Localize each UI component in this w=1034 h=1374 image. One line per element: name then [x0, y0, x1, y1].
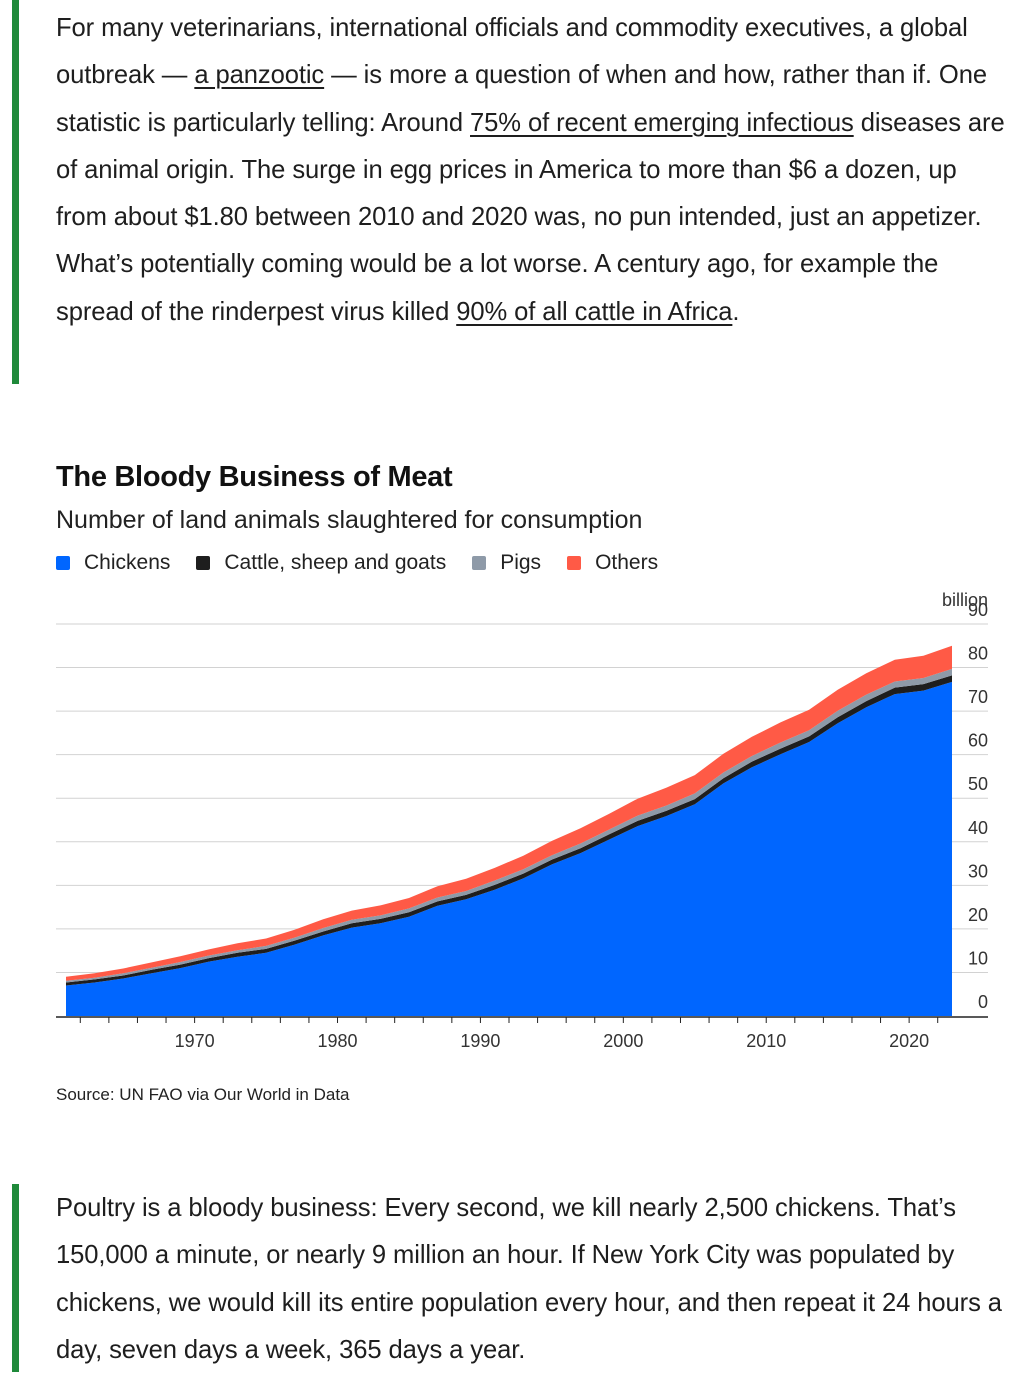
y-tick-label: 60 — [968, 731, 988, 751]
article-block-2: Poultry is a bloody business: Every seco… — [12, 1184, 1022, 1372]
paragraph-text: diseases are of animal origin. The surge… — [56, 108, 1005, 326]
y-tick-label: 40 — [968, 818, 988, 838]
paragraph-text: For many veterinarians, international of… — [56, 14, 968, 90]
y-tick-label: 50 — [968, 774, 988, 794]
area-series — [66, 645, 952, 1016]
y-tick-label: 70 — [968, 687, 988, 707]
legend-label: Pigs — [500, 551, 542, 574]
legend-item-others: Others — [567, 551, 658, 575]
x-tick-label: 2020 — [889, 1031, 929, 1051]
quote-accent-bar — [12, 0, 19, 384]
legend-item-chickens: Chickens — [56, 551, 170, 575]
paragraph-text: . — [732, 297, 740, 326]
article-block-1: For many veterinarians, international of… — [12, 0, 1022, 384]
legend-label: Cattle, sheep and goats — [224, 551, 447, 574]
quote-accent-bar — [12, 1184, 19, 1372]
x-tick-label: 2000 — [603, 1031, 643, 1051]
legend-swatch — [196, 556, 211, 570]
area-chickens — [66, 681, 952, 1016]
article-paragraph-1: For many veterinarians, international of… — [56, 5, 1011, 336]
y-tick-label: 0 — [978, 992, 988, 1012]
chart-title: The Bloody Business of Meat — [56, 461, 453, 493]
stacked-area-chart: 1970 1980 1990 2000 2010 2020 0 10 20 30 40 50 60 70 8… — [56, 590, 988, 1051]
legend-swatch — [472, 556, 487, 570]
chart-subtitle: Number of land animals slaughtered for c… — [56, 506, 643, 534]
x-tick-label: 1980 — [317, 1031, 357, 1051]
y-unit-label: billion — [942, 590, 988, 610]
y-tick-label: 10 — [968, 948, 988, 968]
legend-item-pigs: Pigs — [472, 551, 541, 575]
cattle-africa-link[interactable]: 90% of all cattle in Africa — [456, 297, 733, 326]
x-tick-label: 1990 — [460, 1031, 500, 1051]
article-paragraph-2: Poultry is a bloody business: Every seco… — [56, 1194, 1002, 1364]
chart-source: Source: UN FAO via Our World in Data — [56, 1085, 350, 1104]
legend-swatch — [567, 556, 582, 570]
legend-label: Others — [595, 551, 659, 574]
legend-label: Chickens — [84, 551, 171, 574]
infectious-diseases-link[interactable]: 75% of recent emerging infectious — [470, 108, 854, 137]
chart-legend: Chickens Cattle, sheep and goats Pigs Ot… — [56, 549, 684, 577]
x-tick-label: 1970 — [175, 1031, 215, 1051]
legend-item-cattle-sheep-goats: Cattle, sheep and goats — [196, 551, 446, 575]
x-tick-label: 2010 — [746, 1031, 786, 1051]
area-others — [66, 645, 952, 981]
legend-swatch — [56, 556, 70, 570]
y-tick-label: 20 — [968, 905, 988, 925]
axes: 1970 1980 1990 2000 2010 2020 0 10 20 30 40 50 60 70 8… — [56, 590, 988, 1051]
y-tick-label: 90 — [968, 600, 988, 620]
panzootic-link[interactable]: a panzootic — [194, 61, 325, 90]
paragraph-text: — is more a question of when and how, ra… — [56, 61, 988, 137]
area-cattle-sheep-and-goats — [66, 675, 952, 986]
y-tick-label: 30 — [968, 861, 988, 881]
area-pigs — [66, 668, 952, 983]
y-tick-label: 80 — [968, 644, 988, 664]
